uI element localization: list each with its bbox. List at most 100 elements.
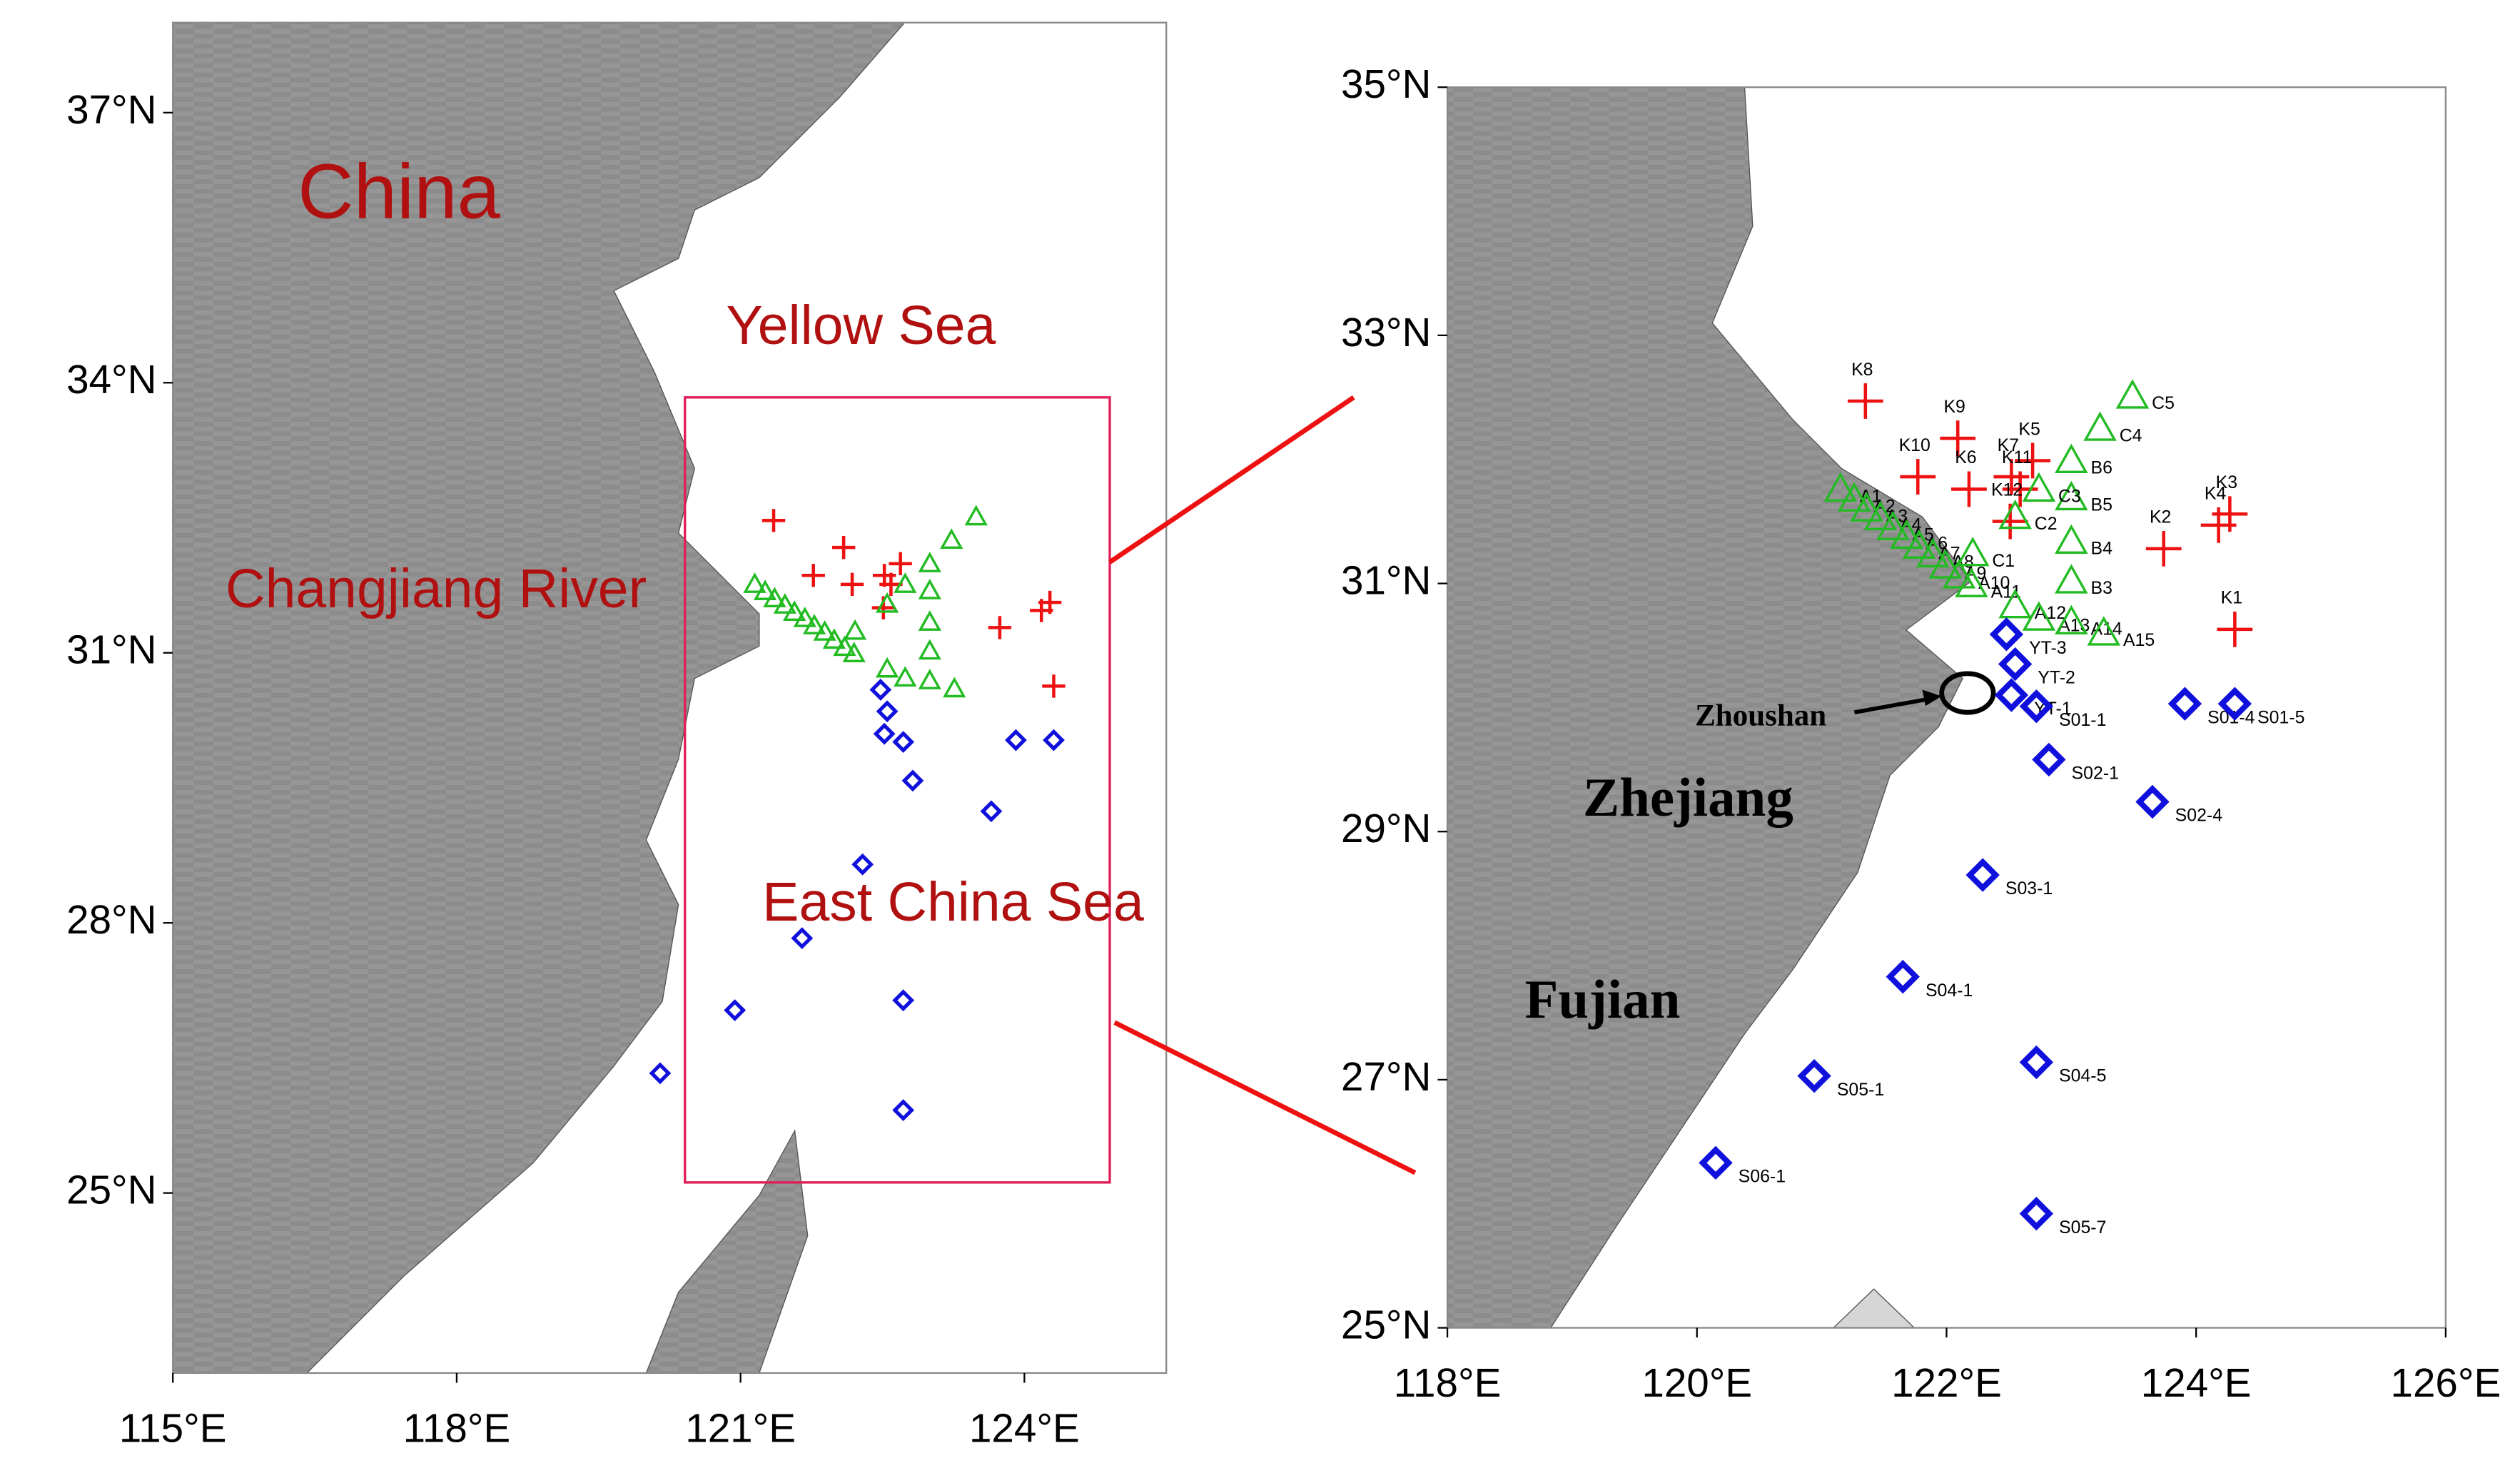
y-tick-label: 25°N [1341,1302,1431,1347]
zhoushan-ring [1939,671,1996,715]
station-label: S05-1 [1837,1080,1884,1100]
station-marker [894,666,917,687]
station-marker [2055,604,2088,634]
zoom-line [1108,395,1355,565]
station-marker [1951,471,1987,507]
x-tick-label: 124°E [969,1405,1080,1450]
station-marker [843,619,867,640]
station-marker [791,927,814,950]
station-marker [793,607,816,627]
station-marker [876,700,899,723]
station-marker [2212,496,2248,532]
right-land [1447,87,1972,1328]
x-tick-label: 120°E [1641,1360,1752,1405]
station-label: YT-2 [2038,668,2075,688]
x-tick-label: 118°E [1394,1360,1502,1405]
station-label: K12 [1991,480,2023,500]
station-label: K7 [1998,435,2019,455]
station-marker [940,528,963,550]
station-marker [743,572,766,593]
station-marker [873,722,896,745]
station-marker [1965,858,2000,892]
station-label: K6 [1955,447,1976,467]
station-marker [649,1062,672,1085]
stations [649,505,1066,1121]
station-label: S01-1 [2059,710,2106,730]
x-tick-label: 126°E [2390,1360,2501,1405]
station-marker [1837,482,1871,512]
y-tick-label: 25°N [66,1168,156,1213]
station-marker [988,616,1012,639]
station-label: K11 [2002,447,2032,467]
station-marker [918,578,941,599]
station-marker [889,552,912,576]
y-tick-label: 35°N [1341,61,1431,106]
station-marker [2019,689,2054,724]
station-marker [2217,611,2253,647]
station-marker [1043,729,1065,751]
station-label: C2 [2035,514,2058,534]
station-marker [813,620,836,641]
station-marker [892,1099,915,1121]
y-tick-label: 27°N [1341,1054,1431,1099]
station-marker [801,564,825,587]
station-marker [1928,549,1962,579]
station-marker [875,592,899,613]
station-marker [2019,1045,2054,1080]
x-tick-label: 124°E [2141,1360,2252,1405]
station-marker [1042,674,1066,698]
station-marker [851,853,874,876]
y-tick-label: 31°N [66,627,156,672]
y-tick-label: 37°N [66,87,156,132]
station-marker [2022,472,2056,502]
y-tick-label: 31°N [1341,558,1431,603]
arrow-head [1922,689,1942,707]
y-tick-label: 28°N [66,897,156,942]
station-marker [2022,601,2056,631]
station-marker [901,769,924,792]
station-marker [753,579,777,600]
station-marker [1902,529,1936,559]
station-marker [1863,500,1898,530]
station-label: B4 [2090,539,2112,559]
station-label: K1 [2221,588,2242,608]
station-label: S04-1 [1926,981,1973,1001]
station-marker [1005,729,1027,751]
station-label: B3 [2090,578,2112,598]
station-marker [2055,480,2088,511]
station-marker [964,505,988,526]
station-label: K4 [2205,484,2227,504]
x-tick-label: 118°E [403,1405,511,1450]
region-label: China [298,149,500,236]
station-marker [1940,420,1976,457]
station-marker [2217,687,2252,721]
station-marker [1942,559,1976,589]
region-label: Zhejiang [1583,766,1793,828]
region-label: Fujian [1524,968,1680,1030]
station-marker [2015,442,2051,479]
y-tick-label: 29°N [1341,806,1431,851]
station-label: K8 [1851,360,1873,380]
station-marker [1890,519,1923,550]
station-label: A15 [2123,630,2155,650]
station-label: K3 [2216,472,2237,492]
station-label: K2 [2150,507,2171,527]
station-marker [2019,1196,2054,1231]
station-marker [1823,472,1858,502]
station-marker [1916,537,1950,568]
station-marker [918,639,941,660]
station-marker [724,999,747,1021]
station-label: S02-4 [2175,806,2223,826]
station-label: C3 [2058,487,2081,507]
station-label: S05-7 [2059,1217,2106,1237]
station-label: K5 [2018,419,2040,439]
station-marker [2115,379,2150,409]
station-marker [2135,784,2170,819]
station-marker [918,610,941,631]
station-marker [1994,678,2029,712]
station-label: YT-3 [2029,638,2067,658]
station-marker [1955,537,1990,567]
station-marker [980,800,1003,823]
station-label: B6 [2090,458,2112,478]
x-tick-label: 115°E [119,1405,227,1450]
